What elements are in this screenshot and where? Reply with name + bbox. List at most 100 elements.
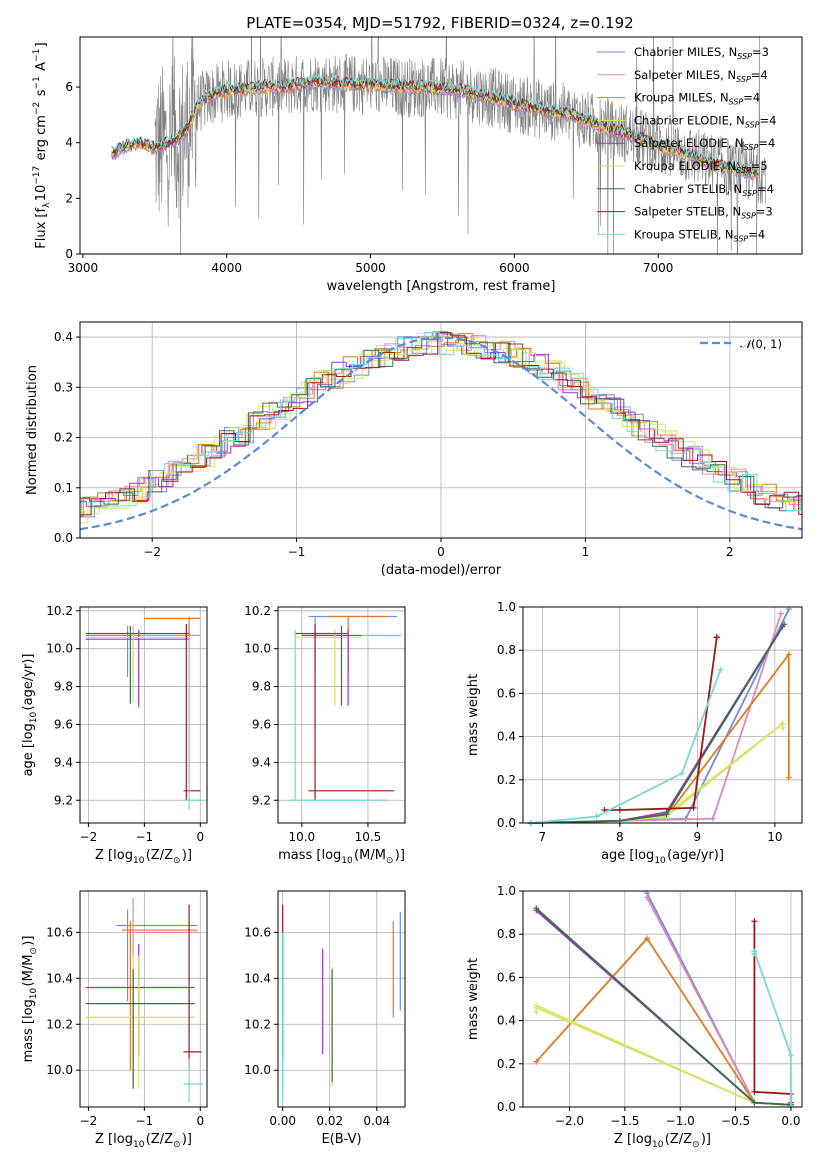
legend-text: Salpeter MILES, N [634,68,736,82]
cumulative-line [604,637,718,811]
axes-frame [522,606,803,824]
cumulative-line [530,669,722,824]
axes-frame [522,890,803,1108]
x-tick-label: −1 [135,1114,153,1128]
y-tick-label: 0.3 [54,380,73,394]
x-tick-label: 5000 [355,261,386,275]
y-tick-label: 0.1 [54,481,73,495]
residual-histogram [80,335,802,524]
y-tick-label: 0.6 [497,686,516,700]
x-axis-label: Z [log10 (Z/Z⊙ )] [95,1132,192,1150]
data-point [751,1099,758,1106]
plot-area-residuals: 𝒩(0, 1) [80,331,802,531]
legend-value: =4 [748,227,765,241]
y-axis-label: mass [log10 (M/M⊙ )] [21,936,39,1063]
residual-legend: 𝒩(0, 1) [700,337,782,351]
panel-mass-vs-ebv: 0.00 0.02 0.04 10.0 10.2 10.4 10.6 E(B-V) [244,890,406,1147]
legend-label: Chabrier STELIB, NSSP=4 [634,182,774,198]
label-part: age [ [601,848,634,863]
legend-subscript: SSP [737,52,752,61]
data-point [751,918,758,925]
residual-histogram [80,332,802,509]
y-tick-label: 1.0 [497,884,516,898]
legend-subscript: SSP [736,166,751,175]
label-part: age [ [21,743,36,776]
cumulative-line [530,608,790,824]
error-bars-age-vs-mass [288,615,402,801]
series-salpeter-miles [527,610,785,826]
data-point [533,1004,540,1011]
legend-value: =5 [751,159,768,173]
legend-subscript: SSP [741,212,756,221]
plot-area-mass-vs-ebv [282,904,401,1103]
cumulative-line [753,921,792,1103]
y-tick-label: 10.2 [46,1017,73,1031]
label-part: log [21,999,36,1019]
label-part: ⊙ [173,1140,181,1150]
axes-frame [79,890,208,1108]
legend-label: Salpeter MILES, NSSP=4 [634,68,768,84]
y-tick-label: 0.0 [497,816,516,830]
y-tick-label: 1.0 [497,600,516,614]
axes-age-vs-mass: 10.0 10.5 9.2 9.4 9.6 9.8 10.0 10.2 mass [log10 … [244,604,406,866]
legend-value: =4 [751,68,768,82]
legend-label: Kroupa STELIB, NSSP=4 [634,227,765,243]
legend-value: =4 [758,136,775,150]
cumulative-line [535,907,791,1106]
data-point [751,1088,758,1095]
x-tick-label: −1.0 [666,1114,695,1128]
y-axis-label: Normed distribution [25,365,40,495]
x-tick-label: 6000 [499,261,530,275]
x-axis-label: Z [log10 (Z/Z⊙ )] [614,1132,711,1150]
y-tick-label: 9.6 [54,717,73,731]
x-tick-label: 0 [196,1114,204,1128]
error-bars-age-vs-Z [85,616,204,810]
residual-histogram [80,331,802,512]
panel-mass-vs-Z: −2 −1 010.010.210.410.6Z [log10 (Z/Z⊙ )]ma… [21,890,208,1150]
axes-spectrum: 3000 4000 5000 6000 7000 0 2 4 6 wavelength [Angs… [32,36,803,294]
label-part: log [632,1132,652,1147]
residual-histogram [80,331,802,511]
label-part: (M/M [21,955,36,987]
y-tick-label: 9.2 [252,793,271,807]
label-part: )] [395,848,405,863]
x-axis-label: E(B-V) [321,1132,361,1147]
legend-value: =3 [752,45,769,59]
x-tick-label: 9 [694,830,702,844]
label-part: ⊙ [173,856,181,866]
x-tick-label: −1 [288,545,306,559]
axes-frame [79,606,208,824]
x-tick-label: −1 [135,830,153,844]
legend-value: =4 [760,113,777,127]
cumulative-line [530,613,782,824]
legend-text: Kroupa ELODIE, N [634,159,736,173]
residual-histogram [80,333,802,517]
panel-residuals: 𝒩(0, 1) −2 −1 0 1 2 0.0 0.1 0.2 0.3 0.4 (data-model… [25,321,803,578]
axes-frame [79,36,803,255]
label-part: ⊙ [386,856,394,866]
y-tick-label: 0.4 [497,1014,516,1028]
legend-text: Chabrier ELODIE, N [634,113,745,127]
label-part: (M/M [354,848,386,863]
series-salpeter-stelib [751,918,794,1106]
x-tick-label: 0.02 [316,1114,343,1128]
legend-text: Chabrier MILES, N [634,45,737,59]
label-part: 10 [133,1140,145,1150]
data-point [778,610,785,617]
axes-residuals: −2 −1 0 1 2 0.0 0.1 0.2 0.3 0.4 (data-model)/error… [25,321,803,578]
residual-histogram [80,332,802,515]
series-chabrier-stelib [527,621,788,826]
y-tick-label: 6 [65,80,73,94]
label-part: (Z/Z [146,1132,173,1147]
panel-cumulative-Z: −2.0 −1.5 −1.0 −0.5 0.0 0.0 0.2 0.4 0.6 0.8 1.0 Z [… [466,884,803,1150]
label-part: Z [ [614,1132,632,1147]
data-point [781,621,788,628]
data-point [616,807,623,814]
legend-text: Kroupa MILES, N [634,91,729,105]
label-part: Flux [f [34,208,49,249]
error-bars-mass-vs-ebv [282,904,401,1103]
data-point [533,1058,540,1065]
